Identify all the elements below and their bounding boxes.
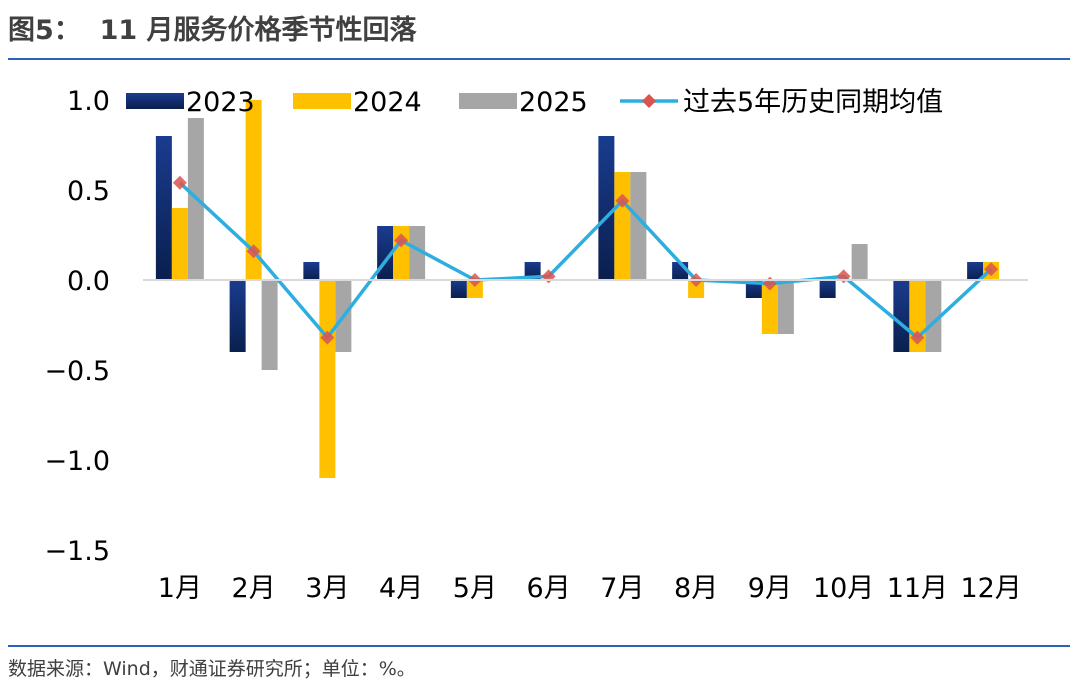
bar-2023 [893,280,910,352]
x-tick-label: 3月 [305,573,349,604]
x-tick-label: 8月 [674,573,718,604]
avg-line [178,181,993,340]
x-tick-label: 5月 [453,573,497,604]
legend-swatch-marker [642,94,656,108]
y-tick-label: −0.5 [44,356,110,387]
x-tick-label: 6月 [527,573,571,604]
x-tick-label: 4月 [379,573,423,604]
avg-marker [394,233,409,248]
avg-marker [910,330,925,345]
x-tick-label: 12月 [960,573,1021,604]
x-tick-label: 11月 [887,573,948,604]
legend-label-2025: 2025 [519,87,588,118]
source-note: 数据来源：Wind，财通证券研究所；单位：%。 [8,658,416,680]
bar-2023 [155,136,172,280]
x-tick-label: 1月 [158,573,202,604]
y-tick-label: 0.5 [67,176,110,207]
bar-2024 [614,172,631,280]
bar-2024 [319,280,336,478]
bar-2025 [851,244,868,280]
bar-2023 [819,280,836,298]
y-tick-label: 1.0 [67,86,110,117]
bar-2024 [171,208,188,280]
legend-label-avg: 过去5年历史同期均值 [683,87,943,118]
bar-line-chart: 1.0 0.5 0.0 −0.5 −1.0 −1.5 1月 2月 3月 4月 5月 6月 7月 8月 9月 1… [44,86,1028,604]
legend-label-2023: 2023 [186,87,255,118]
y-tick-label: −1.5 [44,536,110,567]
bar-2024 [688,280,705,298]
avg-marker [615,193,630,208]
bar-2025 [409,226,426,280]
x-tick-label: 9月 [748,573,792,604]
legend-swatch-2025 [459,93,517,109]
bar-2023 [450,280,467,298]
avg-marker [246,244,261,259]
bar-2025 [777,280,794,334]
title-divider [8,58,1070,60]
bar-2023 [967,262,984,280]
legend-swatch-2024 [293,93,351,109]
bar-2025 [630,172,647,280]
y-tick-label: −1.0 [44,446,110,477]
avg-marker [320,330,335,345]
avg-marker [984,262,999,277]
bar-2024 [761,280,778,334]
bar-2025 [925,280,942,352]
x-tick-label: 10月 [813,573,874,604]
avg-marker [172,175,187,190]
bar-2023 [598,136,615,280]
x-tick-label: 7月 [600,573,644,604]
bar-2023 [229,280,246,352]
bar-2023 [303,262,320,280]
x-tick-label: 2月 [232,573,276,604]
legend-label-2024: 2024 [353,87,422,118]
y-tick-label: 0.0 [67,266,110,297]
legend-swatch-2023 [126,93,184,109]
bar-2024 [466,280,483,298]
bar-2025 [261,280,278,370]
bar-2024 [245,100,262,280]
footer-divider [8,645,1070,647]
chart-title: 图5： 11 月服务价格季节性回落 [8,15,417,46]
